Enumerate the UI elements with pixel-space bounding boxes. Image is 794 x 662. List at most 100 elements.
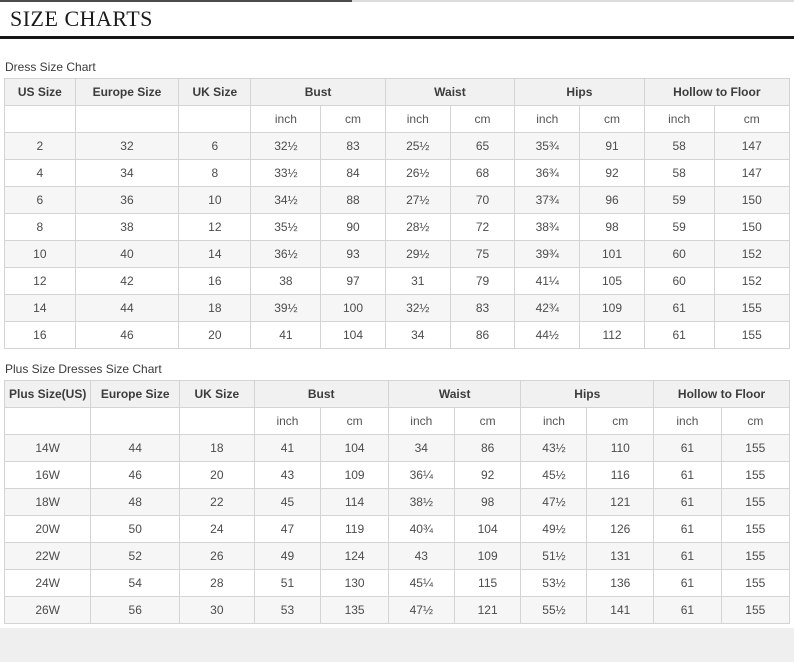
unit-header: cm [453, 407, 522, 435]
column-header: UK Size [178, 78, 252, 106]
table-cell: 109 [320, 461, 389, 489]
table-cell: 48 [90, 488, 181, 516]
empty-header-cell [90, 407, 181, 435]
plus-size-chart-section: Plus Size Dresses Size Chart Plus Size(U… [0, 362, 794, 624]
table-cell: 28 [179, 569, 255, 597]
table-cell: 60 [643, 267, 715, 295]
table-cell: 55½ [520, 596, 588, 624]
table-cell: 65 [449, 132, 516, 160]
table-cell: 150 [713, 213, 791, 241]
table-cell: 22W [3, 542, 92, 570]
table-row: 22W 52 26 49 124 43 109 51½ 131 61 155 [3, 542, 791, 570]
table-row: 14 44 18 39½ 100 32½ 83 42¾ 109 61 155 [4, 294, 791, 322]
table-cell: 61 [653, 461, 722, 489]
table-cell: 37¾ [514, 186, 581, 214]
table-cell: 88 [320, 186, 386, 214]
table-cell: 40 [74, 240, 180, 268]
table-cell: 8 [178, 159, 252, 187]
table-cell: 51½ [520, 542, 588, 570]
table-cell: 41 [253, 434, 322, 462]
table-cell: 109 [453, 542, 522, 570]
table-cell: 98 [579, 213, 645, 241]
table-cell: 53 [253, 596, 322, 624]
unit-header: inch [514, 105, 581, 133]
unit-header: inch [250, 105, 322, 133]
table-cell: 35¾ [514, 132, 581, 160]
table-cell: 31 [384, 267, 451, 295]
table-cell: 47½ [387, 596, 455, 624]
table-cell: 47½ [520, 488, 588, 516]
column-header: US Size [4, 78, 76, 106]
table-cell: 112 [579, 321, 645, 349]
table-cell: 147 [713, 132, 791, 160]
title-rule [0, 36, 794, 39]
table-cell: 119 [320, 515, 389, 543]
table-row: 8 38 12 35½ 90 28½ 72 38¾ 98 59 150 [4, 213, 791, 241]
table-cell: 109 [579, 294, 645, 322]
column-header-row: US Size Europe Size UK Size Bust Waist Hips Ho… [4, 78, 791, 106]
table-cell: 114 [320, 488, 389, 516]
table-cell: 40¾ [387, 515, 455, 543]
unit-header: cm [713, 105, 791, 133]
table-cell: 126 [586, 515, 655, 543]
table-cell: 47 [253, 515, 322, 543]
measure-group-header: Hollow to Floor [653, 380, 790, 408]
table-cell: 104 [320, 321, 386, 349]
table-cell: 10 [178, 186, 252, 214]
table-cell: 42¾ [514, 294, 581, 322]
table-cell: 75 [449, 240, 516, 268]
table-cell: 39½ [250, 294, 322, 322]
table-cell: 155 [713, 294, 791, 322]
table-cell: 83 [449, 294, 516, 322]
unit-header: cm [449, 105, 516, 133]
table-cell: 155 [720, 596, 791, 624]
table-cell: 34 [387, 434, 455, 462]
table-cell: 6 [178, 132, 252, 160]
table-cell: 91 [579, 132, 645, 160]
table-cell: 155 [720, 515, 791, 543]
table-cell: 96 [579, 186, 645, 214]
table-cell: 116 [586, 461, 655, 489]
table-cell: 104 [320, 434, 389, 462]
table-cell: 44 [90, 434, 181, 462]
unit-header: inch [387, 407, 455, 435]
footer-band [0, 628, 794, 662]
column-header: Europe Size [90, 380, 181, 408]
table-cell: 36 [74, 186, 180, 214]
table-cell: 45¼ [387, 569, 455, 597]
table-row: 16W 46 20 43 109 36¼ 92 45½ 116 61 155 [3, 461, 791, 489]
table-cell: 56 [90, 596, 181, 624]
empty-header-cell [178, 105, 252, 133]
table-cell: 16W [3, 461, 92, 489]
table-cell: 45½ [520, 461, 588, 489]
table-cell: 51 [253, 569, 322, 597]
table-cell: 98 [453, 488, 522, 516]
table-cell: 34 [74, 159, 180, 187]
table-cell: 45 [253, 488, 322, 516]
table-cell: 130 [320, 569, 389, 597]
table-cell: 14 [178, 240, 252, 268]
unit-header: cm [720, 407, 791, 435]
table-row: 12 42 16 38 97 31 79 41¼ 105 60 152 [4, 267, 791, 295]
table-cell: 135 [320, 596, 389, 624]
column-header: Plus Size(US) [3, 380, 92, 408]
unit-header: cm [320, 105, 386, 133]
table-cell: 97 [320, 267, 386, 295]
dress-size-table: US Size Europe Size UK Size Bust Waist Hips Ho… [4, 78, 791, 349]
page-title: SIZE CHARTS [10, 6, 153, 31]
table-row: 26W 56 30 53 135 47½ 121 55½ 141 61 155 [3, 596, 791, 624]
table-row: 10 40 14 36½ 93 29½ 75 39¾ 101 60 152 [4, 240, 791, 268]
table-cell: 43½ [520, 434, 588, 462]
table-cell: 124 [320, 542, 389, 570]
unit-header: cm [320, 407, 389, 435]
table-cell: 14 [4, 294, 76, 322]
column-header: UK Size [179, 380, 255, 408]
table-cell: 16 [178, 267, 252, 295]
table-cell: 86 [449, 321, 516, 349]
table-cell: 155 [720, 488, 791, 516]
table-cell: 33½ [250, 159, 322, 187]
table-cell: 84 [320, 159, 386, 187]
table-cell: 54 [90, 569, 181, 597]
table-cell: 43 [387, 542, 455, 570]
table-cell: 104 [453, 515, 522, 543]
